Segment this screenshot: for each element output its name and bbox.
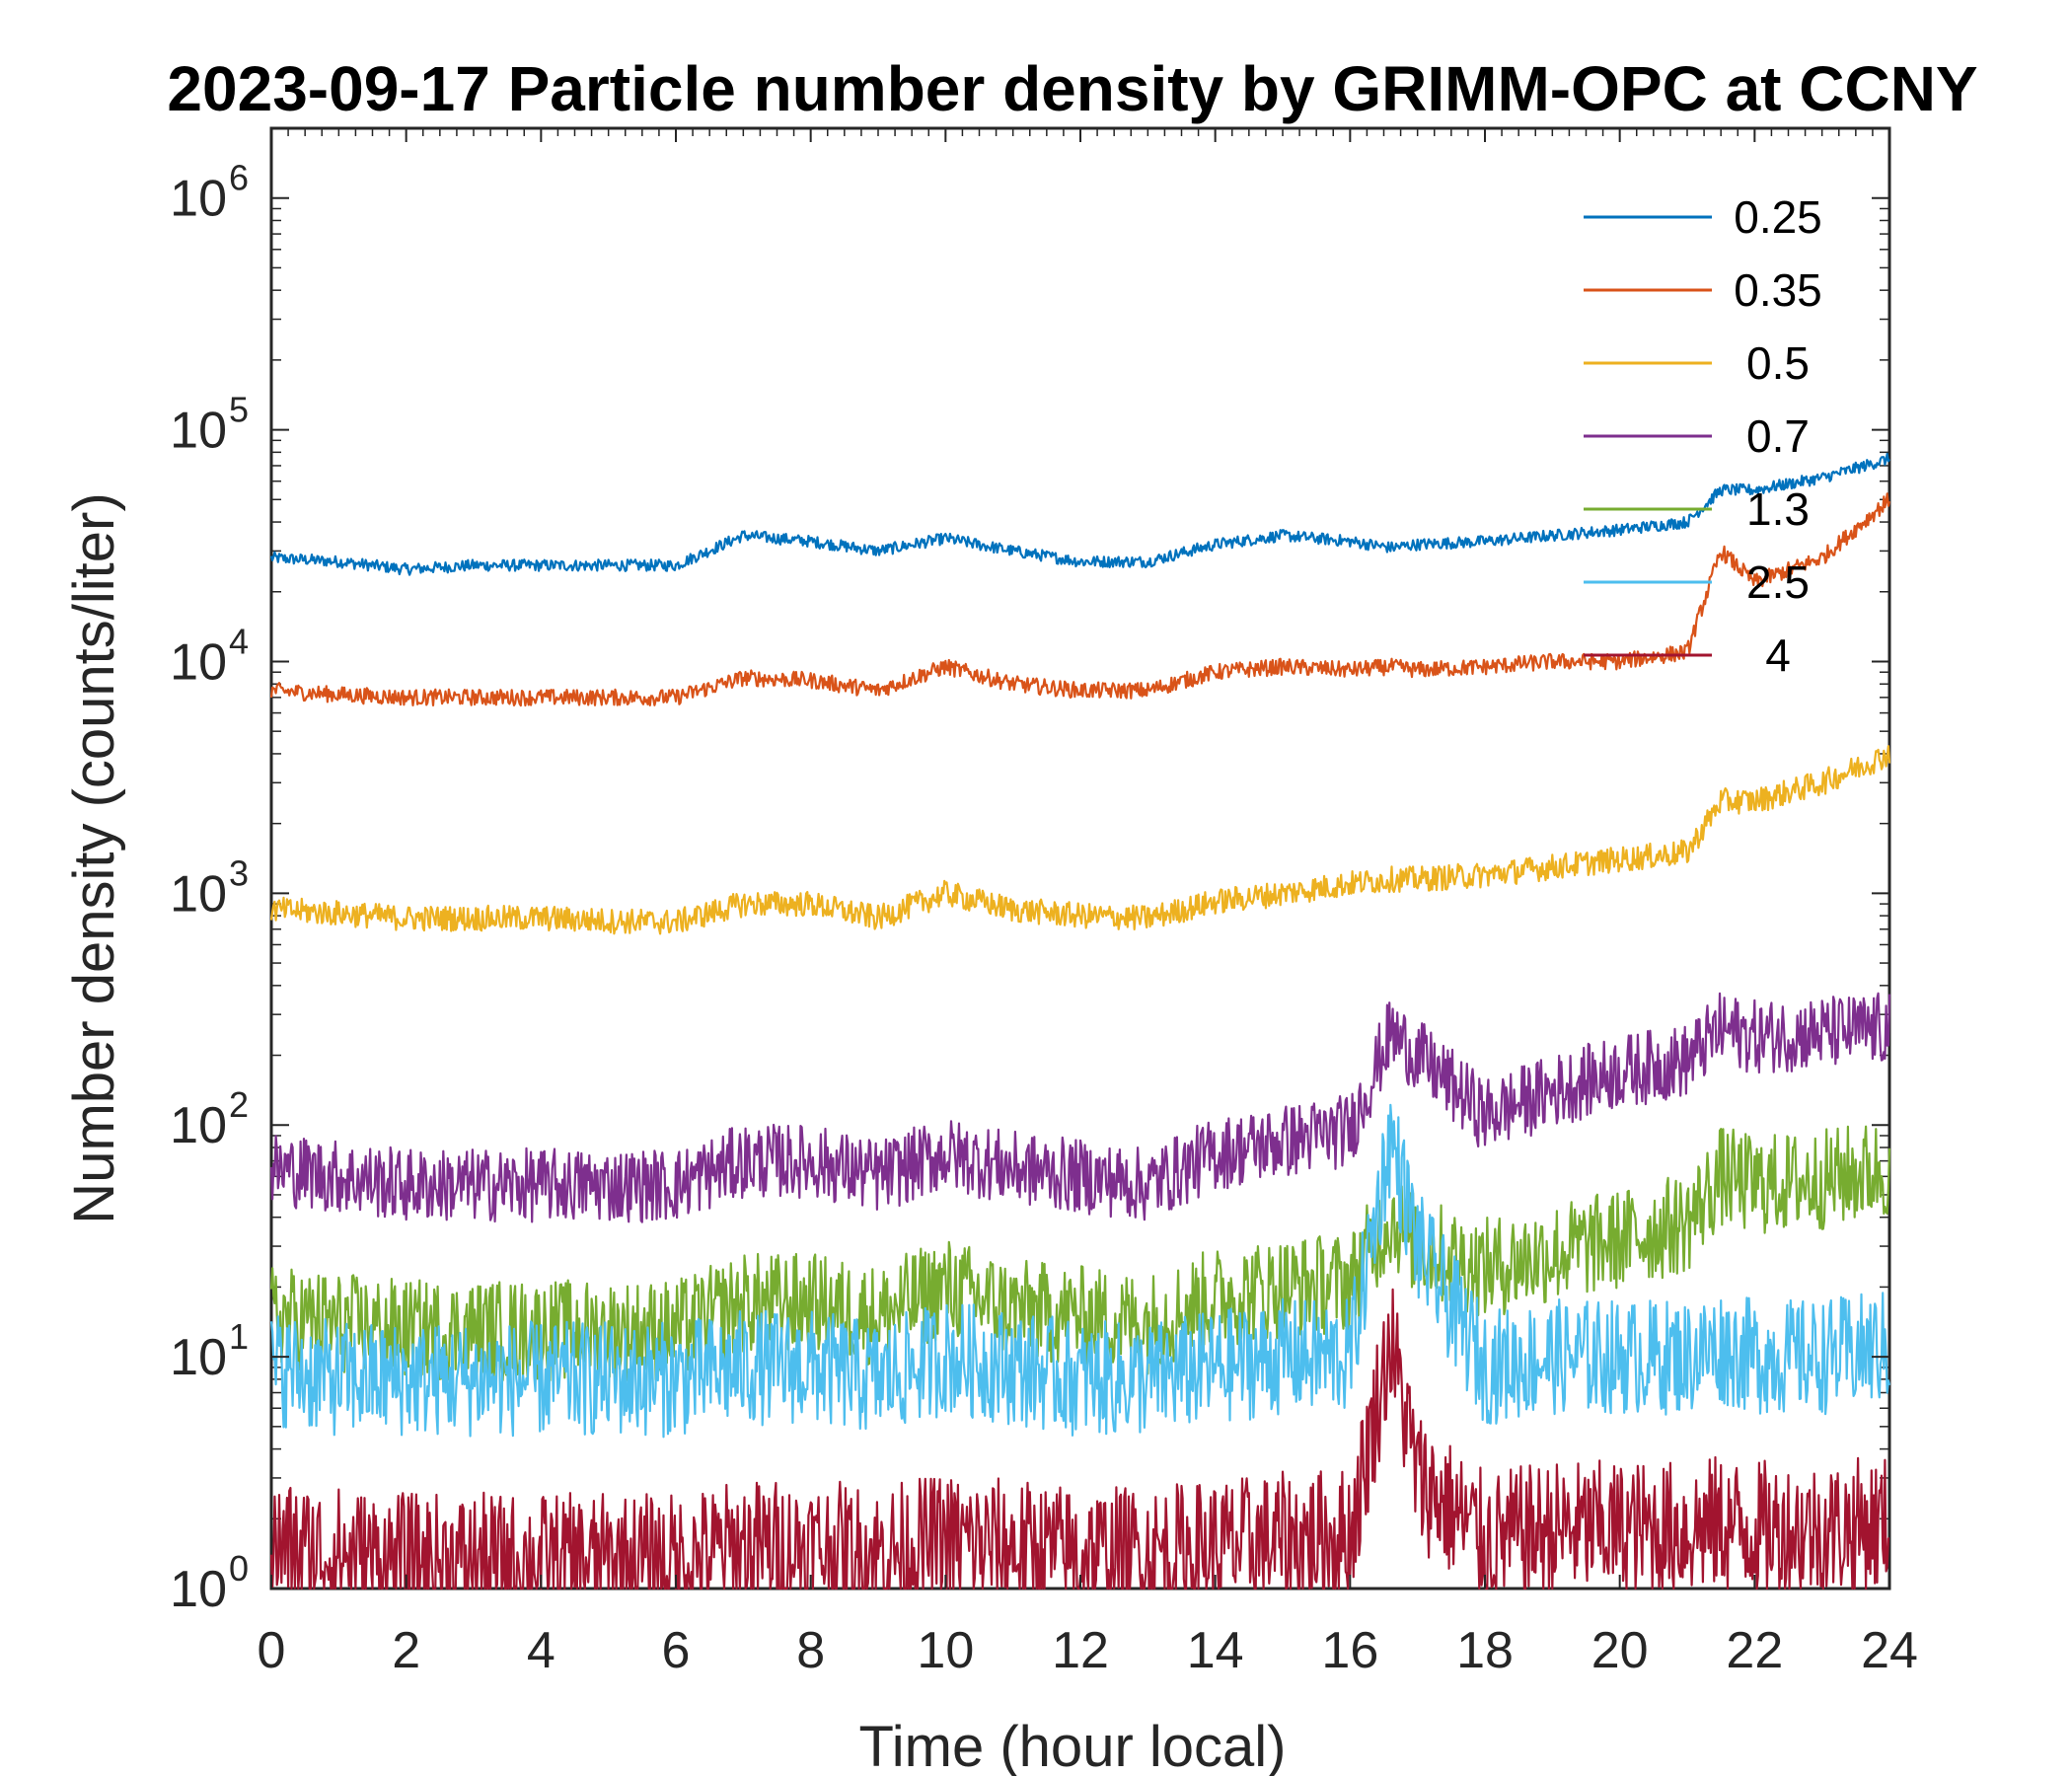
- y-tick-exponent: 0: [229, 1548, 249, 1589]
- series-line-0.5: [269, 745, 1891, 935]
- legend-label-2.5: 2.5: [1746, 556, 1810, 608]
- y-tick-exponent: 4: [229, 621, 249, 661]
- x-tick-label: 8: [796, 1622, 825, 1679]
- x-tick-label: 14: [1187, 1622, 1244, 1679]
- y-tick-label: 10: [170, 1097, 227, 1154]
- y-tick-label: 10: [170, 403, 227, 460]
- chart-title: 2023-09-17 Particle number density by GR…: [167, 53, 1977, 124]
- legend-label-0.5: 0.5: [1746, 337, 1810, 389]
- y-tick-exponent: 2: [229, 1084, 249, 1125]
- x-tick-label: 24: [1861, 1622, 1918, 1679]
- x-tick-label: 22: [1726, 1622, 1783, 1679]
- y-tick-exponent: 3: [229, 852, 249, 893]
- y-tick-exponent: 1: [229, 1316, 249, 1357]
- legend-label-4: 4: [1765, 629, 1791, 681]
- x-tick-label: 6: [662, 1622, 691, 1679]
- legend-label-0.35: 0.35: [1734, 264, 1822, 316]
- x-tick-label: 20: [1591, 1622, 1649, 1679]
- series-layer: [269, 452, 1891, 1591]
- x-tick-label: 16: [1321, 1622, 1378, 1679]
- series-line-0.7: [269, 992, 1891, 1223]
- y-tick-label: 10: [170, 633, 227, 691]
- x-tick-label: 10: [917, 1622, 974, 1679]
- y-tick-label: 10: [170, 865, 227, 923]
- y-tick-label: 10: [170, 1329, 227, 1386]
- y-axis-label: Number density (counts/liter): [62, 492, 126, 1223]
- legend-label-0.7: 0.7: [1746, 410, 1810, 462]
- legend-label-1.3: 1.3: [1746, 483, 1810, 535]
- y-tick-label: 10: [170, 1561, 227, 1618]
- x-tick-label: 0: [258, 1622, 286, 1679]
- y-tick-exponent: 6: [229, 158, 249, 198]
- x-tick-label: 12: [1052, 1622, 1109, 1679]
- series-line-0.25: [269, 452, 1890, 576]
- legend: 0.25 0.35 0.5 0.7 1.3 2.5 4: [1584, 191, 1822, 681]
- y-tick-exponent: 5: [229, 390, 249, 430]
- legend-label-0.25: 0.25: [1734, 191, 1822, 243]
- series-line-2.5: [269, 1103, 1891, 1439]
- y-tick-label: 10: [170, 171, 227, 228]
- x-tick-label: 4: [527, 1622, 555, 1679]
- x-tick-label: 18: [1456, 1622, 1514, 1679]
- series-line-0.35: [269, 492, 1891, 707]
- x-tick-label: 2: [392, 1622, 420, 1679]
- x-axis-label: Time (hour local): [859, 1715, 1287, 1776]
